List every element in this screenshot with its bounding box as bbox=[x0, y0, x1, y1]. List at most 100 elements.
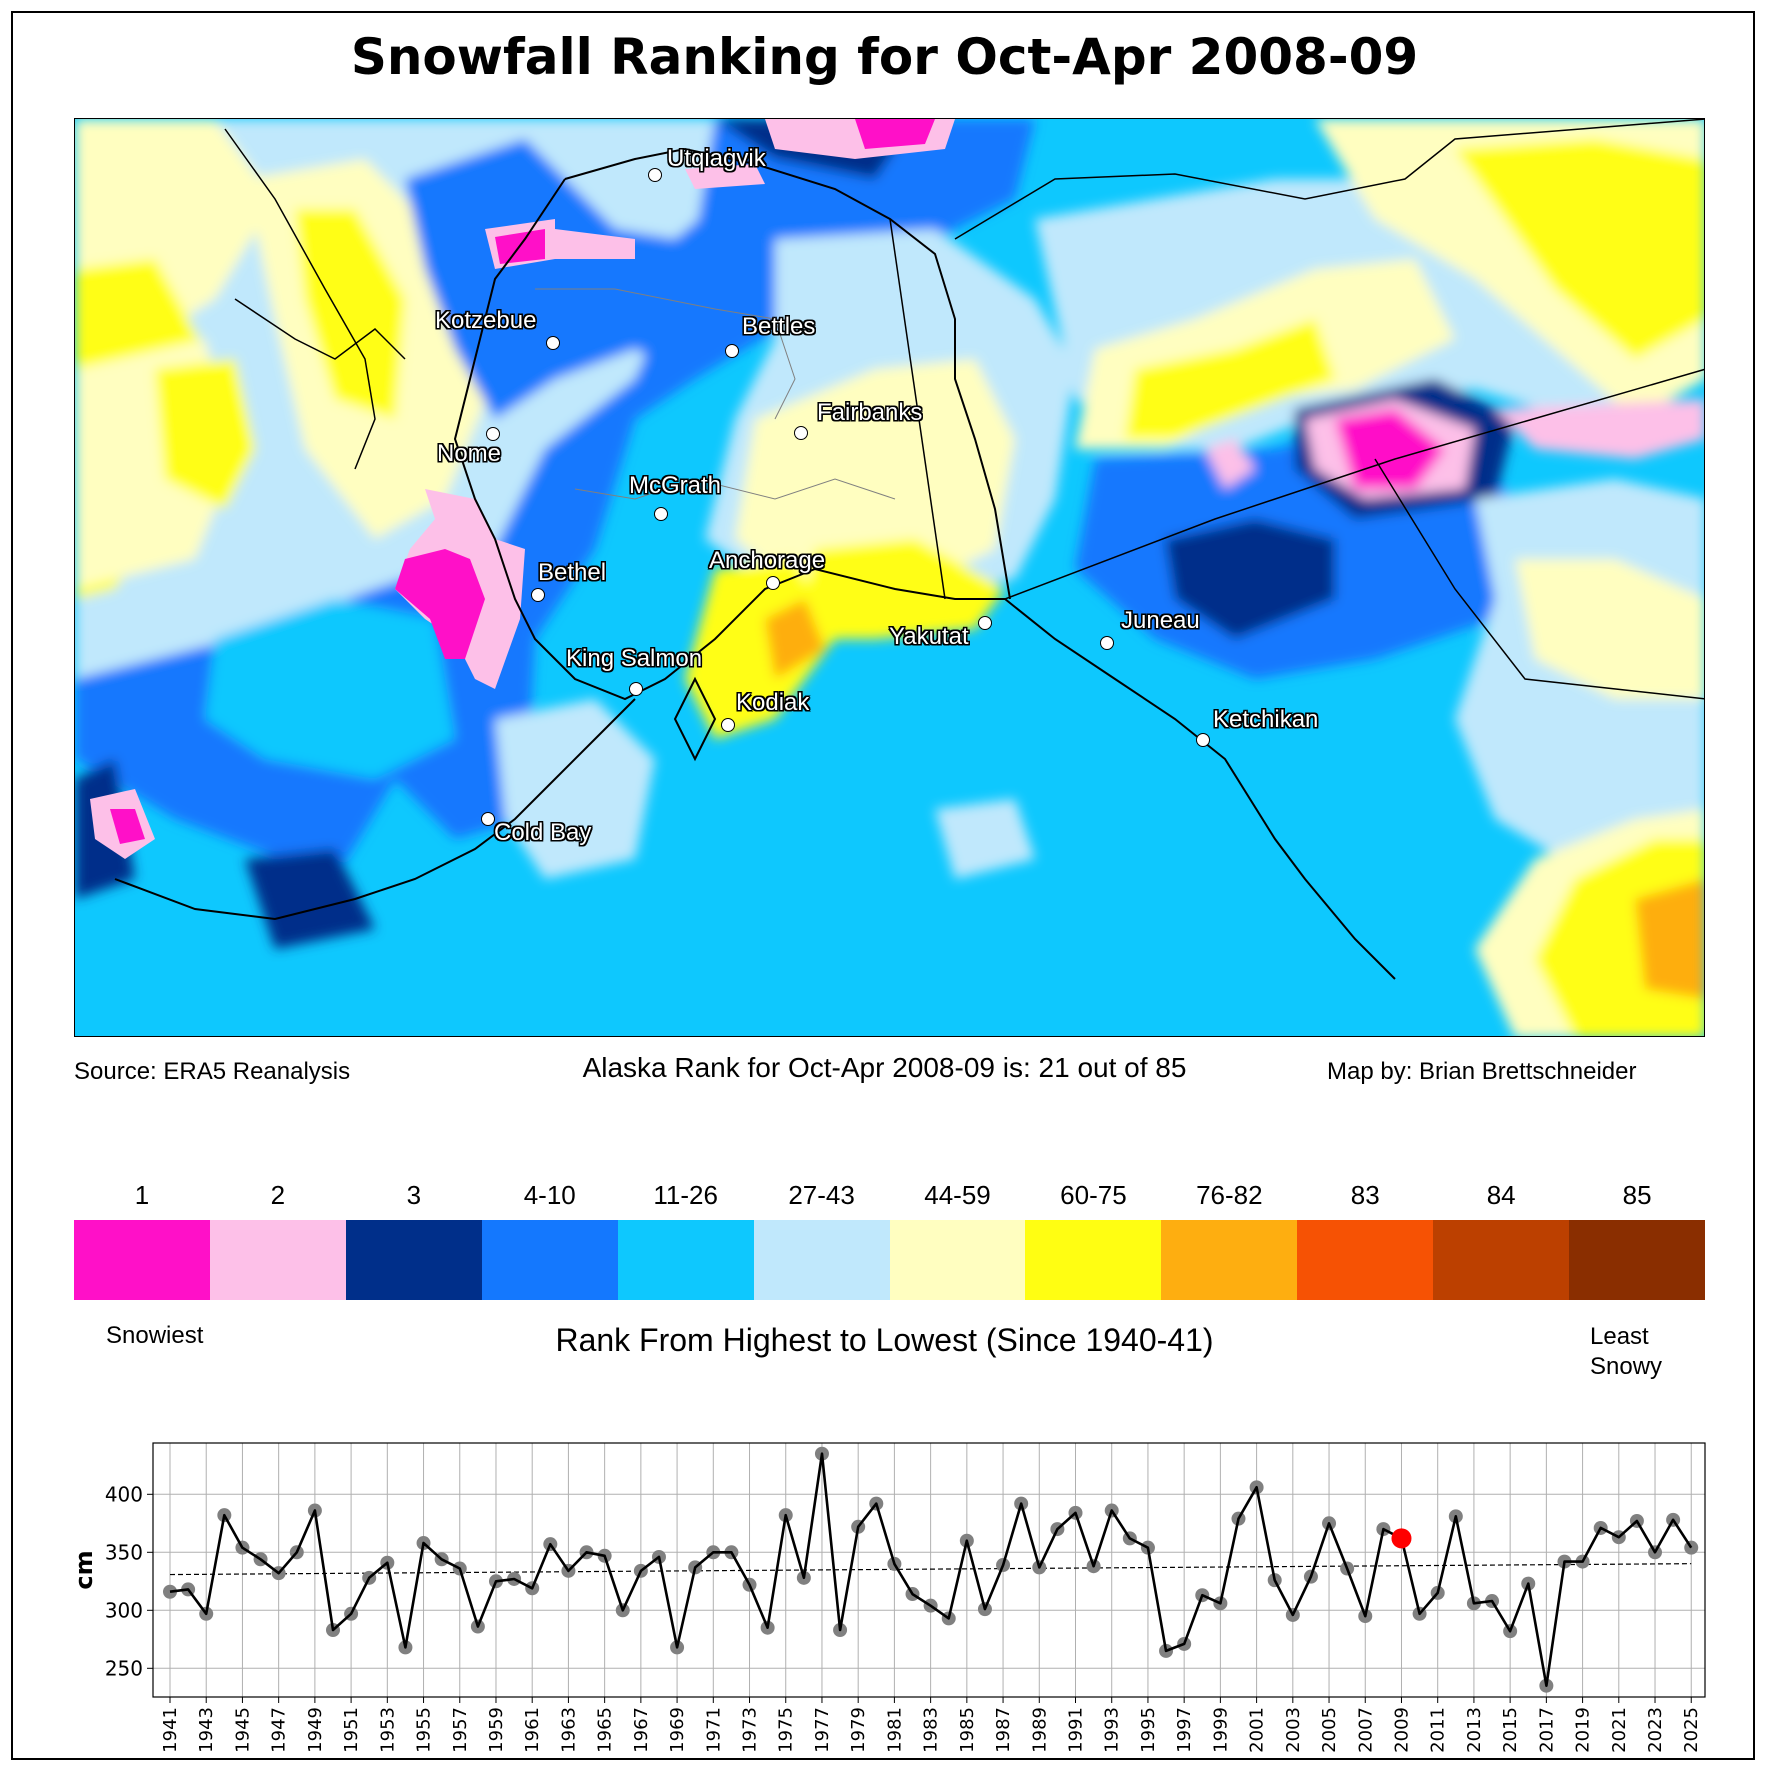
city-dot bbox=[648, 168, 662, 182]
x-tick-label: 2015 bbox=[1500, 1707, 1521, 1753]
x-tick-label: 1985 bbox=[957, 1707, 978, 1753]
x-tick-label: 2019 bbox=[1573, 1707, 1594, 1753]
data-point bbox=[163, 1584, 177, 1599]
x-tick-label: 1993 bbox=[1102, 1707, 1123, 1753]
x-tick-label: 1983 bbox=[921, 1707, 942, 1753]
legend-right-label: Least Snowy bbox=[1590, 1322, 1662, 1382]
legend-left-label: Snowiest bbox=[106, 1322, 204, 1349]
legend-bin-label: 44-59 bbox=[924, 1180, 991, 1210]
x-tick-label: 1997 bbox=[1174, 1707, 1195, 1753]
city-label: Yakutat bbox=[889, 623, 969, 650]
region-11-26-bering bbox=[205, 599, 455, 779]
city-label: Fairbanks bbox=[817, 399, 923, 426]
city-label: Kotzebue bbox=[435, 307, 537, 334]
legend-swatch bbox=[74, 1220, 210, 1300]
region-4-10-arctic bbox=[405, 139, 855, 419]
city-label: Cold Bay bbox=[494, 819, 592, 846]
legend-bin-label: 27-43 bbox=[788, 1180, 855, 1210]
legend-bin-label: 4-10 bbox=[523, 1180, 576, 1210]
x-tick-label: 1963 bbox=[558, 1707, 579, 1753]
legend-swatch bbox=[617, 1220, 754, 1300]
legend-swatch bbox=[1433, 1220, 1570, 1300]
x-tick-label: 1945 bbox=[232, 1707, 253, 1753]
x-tick-label: 1965 bbox=[595, 1707, 616, 1753]
map-raster bbox=[75, 119, 1704, 1036]
x-tick-label: 1967 bbox=[631, 1707, 652, 1753]
x-tick-label: 1943 bbox=[196, 1707, 217, 1753]
coastline-alaska bbox=[453, 178, 1396, 980]
x-tick-label: 2001 bbox=[1247, 1707, 1268, 1753]
legend-swatch bbox=[753, 1220, 890, 1300]
x-tick-label: 1991 bbox=[1066, 1707, 1087, 1753]
city-dot bbox=[481, 812, 495, 826]
city-label: Nome bbox=[437, 440, 502, 467]
x-tick-label: 1959 bbox=[486, 1707, 507, 1753]
city-dot bbox=[1100, 636, 1114, 650]
city-dot bbox=[531, 588, 545, 602]
legend-swatch bbox=[481, 1220, 618, 1300]
x-tick-label: 2005 bbox=[1319, 1707, 1340, 1753]
legend-swatch bbox=[1569, 1220, 1706, 1300]
city-dot bbox=[654, 507, 668, 521]
legend-bin-label: 83 bbox=[1350, 1180, 1380, 1210]
trend-line bbox=[169, 1563, 1692, 1576]
legend-bin-label: 84 bbox=[1486, 1180, 1516, 1210]
region-27-43-gulf bbox=[935, 799, 1035, 879]
y-tick-label: 250 bbox=[105, 1656, 143, 1680]
city-label: Juneau bbox=[1121, 607, 1200, 634]
x-tick-label: 1981 bbox=[884, 1707, 905, 1753]
page-title: Snowfall Ranking for Oct-Apr 2008-09 bbox=[350, 28, 1419, 86]
region-44-59-interior bbox=[735, 359, 1015, 589]
x-tick-label: 2009 bbox=[1391, 1707, 1412, 1753]
coastline-chukotka bbox=[234, 298, 406, 360]
city-label: Kodiak bbox=[736, 689, 810, 716]
x-tick-label: 1975 bbox=[776, 1707, 797, 1753]
legend-swatch bbox=[1161, 1220, 1298, 1300]
x-tick-label: 2017 bbox=[1536, 1707, 1557, 1753]
legend-swatch bbox=[209, 1220, 346, 1300]
coastline-kodiak bbox=[673, 676, 717, 762]
city-dot bbox=[486, 427, 500, 441]
x-tick-label: 1961 bbox=[522, 1707, 543, 1753]
x-tick-label: 1957 bbox=[450, 1707, 471, 1753]
legend-swatch bbox=[1297, 1220, 1434, 1300]
x-tick-label: 1953 bbox=[377, 1707, 398, 1753]
legend-bin-label: 2 bbox=[270, 1180, 286, 1210]
legend-bin-label: 60-75 bbox=[1060, 1180, 1127, 1210]
region-1-beaufort bbox=[855, 119, 935, 149]
legend-bin-label: 11-26 bbox=[653, 1180, 718, 1210]
legend-bin-label: 3 bbox=[406, 1180, 422, 1210]
x-tick-label: 1973 bbox=[740, 1707, 761, 1753]
x-tick-label: 2011 bbox=[1428, 1707, 1449, 1753]
city-dot bbox=[629, 682, 643, 696]
region-76-82-southeast bbox=[1635, 879, 1704, 999]
region-60-75-northeast bbox=[1455, 139, 1704, 359]
x-tick-label: 2013 bbox=[1464, 1707, 1485, 1753]
series-line bbox=[169, 1452, 1693, 1687]
x-tick-label: 1999 bbox=[1210, 1707, 1231, 1753]
city-dot bbox=[546, 336, 560, 350]
region-3-aleutian bbox=[245, 849, 375, 949]
legend-right-label-line1: Least bbox=[1590, 1323, 1649, 1350]
city-dot bbox=[721, 718, 735, 732]
region-44-59-coast-mtn bbox=[1515, 559, 1704, 699]
rank-caption: Alaska Rank for Oct-Apr 2008-09 is: 21 o… bbox=[582, 1052, 1187, 1083]
region-2-utqiagvik bbox=[685, 164, 765, 189]
region-76-82-kenai bbox=[765, 599, 825, 679]
region-3-bc bbox=[1165, 519, 1335, 639]
y-tick-label: 300 bbox=[105, 1598, 143, 1622]
x-tick-label: 2025 bbox=[1681, 1707, 1702, 1753]
y-axis-label: cm bbox=[70, 1550, 98, 1589]
region-60-75-west2 bbox=[155, 359, 255, 509]
legend-bin-label: 76-82 bbox=[1196, 1180, 1263, 1210]
city-label: Bettles bbox=[742, 313, 816, 340]
x-tick-label: 1969 bbox=[667, 1707, 688, 1753]
x-tick-label: 1987 bbox=[993, 1707, 1014, 1753]
legend-bin-label: 1 bbox=[134, 1180, 150, 1210]
city-dot bbox=[766, 576, 780, 590]
legend-labels: 1 2 3 4-10 11-26 27-43 44-59 60-75 76-82 83 84 85 bbox=[74, 1180, 1705, 1216]
x-tick-label: 1989 bbox=[1029, 1707, 1050, 1753]
legend-bin-label: 85 bbox=[1622, 1180, 1652, 1210]
y-tick-label: 350 bbox=[105, 1540, 143, 1564]
city-label: Ketchikan bbox=[1213, 706, 1319, 733]
